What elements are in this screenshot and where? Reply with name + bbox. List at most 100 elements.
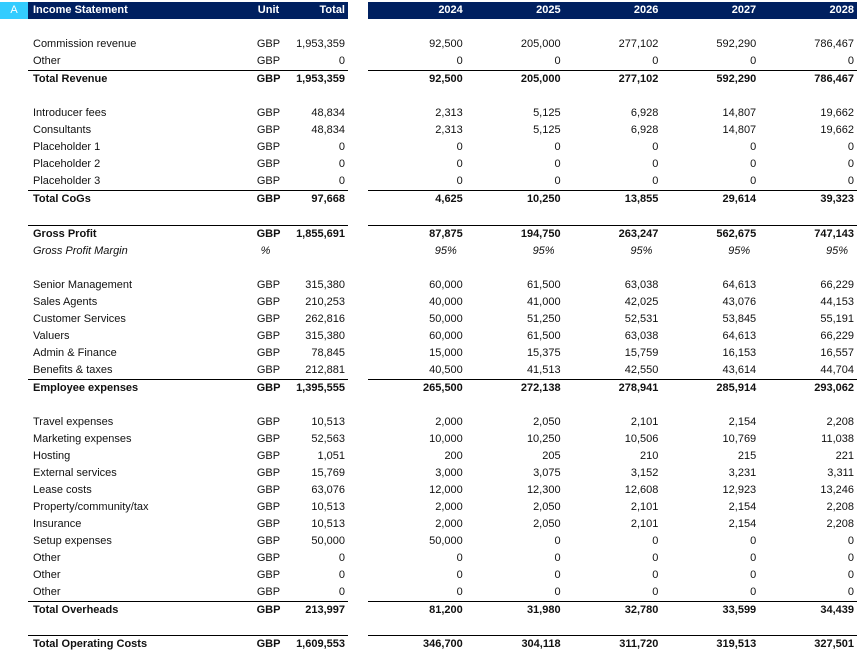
year-value-cell[interactable]: 0 xyxy=(564,567,662,584)
unit-cell[interactable]: GBP xyxy=(245,156,292,173)
year-value-cell[interactable]: 2,101 xyxy=(564,499,662,516)
gap-cell[interactable] xyxy=(348,499,368,516)
unit-cell[interactable]: GBP xyxy=(245,636,292,653)
unit-cell[interactable] xyxy=(245,619,292,636)
year-value-cell[interactable]: 15,000 xyxy=(368,345,466,362)
unit-cell[interactable]: GBP xyxy=(245,379,292,397)
total-cell[interactable]: 1,051 xyxy=(292,448,348,465)
year-value-cell[interactable]: 64,613 xyxy=(661,328,759,345)
total-cell[interactable] xyxy=(292,19,348,36)
cell[interactable] xyxy=(0,139,28,156)
year-value-cell[interactable] xyxy=(466,619,564,636)
year-value-cell[interactable]: 562,675 xyxy=(661,225,759,243)
total-cell[interactable]: 262,816 xyxy=(292,311,348,328)
total-cell[interactable]: 0 xyxy=(292,156,348,173)
sheet-title[interactable]: Income Statement xyxy=(28,2,245,19)
year-value-cell[interactable]: 0 xyxy=(759,533,857,550)
row-label[interactable]: Insurance xyxy=(28,516,245,533)
total-cell[interactable]: 0 xyxy=(292,139,348,156)
cell[interactable] xyxy=(0,516,28,533)
gap-cell[interactable] xyxy=(348,139,368,156)
gap-cell[interactable] xyxy=(348,533,368,550)
year-value-cell[interactable] xyxy=(368,88,466,105)
total-cell[interactable]: 1,953,359 xyxy=(292,36,348,53)
year-value-cell[interactable]: 33,599 xyxy=(661,601,759,619)
year-value-cell[interactable]: 277,102 xyxy=(564,71,662,89)
row-label[interactable]: Benefits & taxes xyxy=(28,362,245,380)
year-value-cell[interactable]: 2,313 xyxy=(368,122,466,139)
total-cell[interactable]: 50,000 xyxy=(292,533,348,550)
row-label[interactable]: Other xyxy=(28,584,245,602)
gap-cell[interactable] xyxy=(348,53,368,71)
row-label[interactable]: Other xyxy=(28,550,245,567)
year-value-cell[interactable] xyxy=(661,397,759,414)
total-cell[interactable]: 52,563 xyxy=(292,431,348,448)
column-header-a[interactable]: A xyxy=(0,2,28,19)
year-value-cell[interactable]: 2,000 xyxy=(368,516,466,533)
year-value-cell[interactable]: 3,231 xyxy=(661,465,759,482)
year-value-cell[interactable] xyxy=(466,88,564,105)
year-value-cell[interactable]: 0 xyxy=(564,550,662,567)
year-value-cell[interactable]: 16,153 xyxy=(661,345,759,362)
unit-cell[interactable]: GBP xyxy=(245,601,292,619)
year-value-cell[interactable] xyxy=(759,208,857,225)
unit-cell[interactable]: GBP xyxy=(245,225,292,243)
year-value-cell[interactable]: 95% xyxy=(661,243,759,260)
year-value-cell[interactable]: 66,229 xyxy=(759,328,857,345)
year-value-cell[interactable]: 786,467 xyxy=(759,71,857,89)
total-cell[interactable] xyxy=(292,260,348,277)
gap-cell[interactable] xyxy=(348,516,368,533)
total-cell[interactable]: 97,668 xyxy=(292,191,348,209)
year-value-cell[interactable]: 0 xyxy=(759,550,857,567)
year-value-cell[interactable]: 0 xyxy=(661,584,759,602)
cell[interactable] xyxy=(0,311,28,328)
cell[interactable] xyxy=(0,448,28,465)
year-value-cell[interactable] xyxy=(368,397,466,414)
year-value-cell[interactable] xyxy=(564,260,662,277)
year-value-cell[interactable] xyxy=(661,260,759,277)
year-value-cell[interactable]: 51,250 xyxy=(466,311,564,328)
year-value-cell[interactable]: 304,118 xyxy=(466,636,564,653)
year-value-cell[interactable]: 92,500 xyxy=(368,71,466,89)
cell[interactable] xyxy=(0,379,28,397)
unit-cell[interactable]: GBP xyxy=(245,105,292,122)
year-value-cell[interactable] xyxy=(661,619,759,636)
year-header[interactable]: 2028 xyxy=(759,2,857,19)
year-value-cell[interactable]: 53,845 xyxy=(661,311,759,328)
year-value-cell[interactable] xyxy=(564,19,662,36)
cell[interactable] xyxy=(0,362,28,380)
year-value-cell[interactable]: 95% xyxy=(564,243,662,260)
cell[interactable] xyxy=(0,71,28,89)
year-value-cell[interactable]: 4,625 xyxy=(368,191,466,209)
row-label[interactable]: Placeholder 1 xyxy=(28,139,245,156)
year-value-cell[interactable]: 0 xyxy=(466,567,564,584)
unit-cell[interactable]: GBP xyxy=(245,122,292,139)
year-value-cell[interactable]: 0 xyxy=(564,173,662,191)
unit-cell[interactable]: GBP xyxy=(245,328,292,345)
total-header[interactable]: Total xyxy=(292,2,348,19)
year-value-cell[interactable] xyxy=(466,19,564,36)
row-label[interactable] xyxy=(28,260,245,277)
total-cell[interactable]: 0 xyxy=(292,550,348,567)
cell[interactable] xyxy=(0,533,28,550)
row-label[interactable]: External services xyxy=(28,465,245,482)
year-value-cell[interactable]: 319,513 xyxy=(661,636,759,653)
cell[interactable] xyxy=(0,414,28,431)
year-value-cell[interactable]: 592,290 xyxy=(661,36,759,53)
year-value-cell[interactable] xyxy=(661,19,759,36)
year-value-cell[interactable]: 50,000 xyxy=(368,311,466,328)
cell[interactable] xyxy=(0,465,28,482)
total-cell[interactable]: 315,380 xyxy=(292,328,348,345)
year-value-cell[interactable]: 29,614 xyxy=(661,191,759,209)
row-label[interactable]: Hosting xyxy=(28,448,245,465)
year-value-cell[interactable]: 293,062 xyxy=(759,379,857,397)
cell[interactable] xyxy=(0,567,28,584)
year-value-cell[interactable] xyxy=(466,208,564,225)
year-value-cell[interactable]: 327,501 xyxy=(759,636,857,653)
year-value-cell[interactable]: 0 xyxy=(368,156,466,173)
row-label[interactable]: Customer Services xyxy=(28,311,245,328)
year-value-cell[interactable]: 0 xyxy=(466,53,564,71)
year-value-cell[interactable]: 0 xyxy=(368,550,466,567)
cell[interactable] xyxy=(0,328,28,345)
year-value-cell[interactable]: 277,102 xyxy=(564,36,662,53)
